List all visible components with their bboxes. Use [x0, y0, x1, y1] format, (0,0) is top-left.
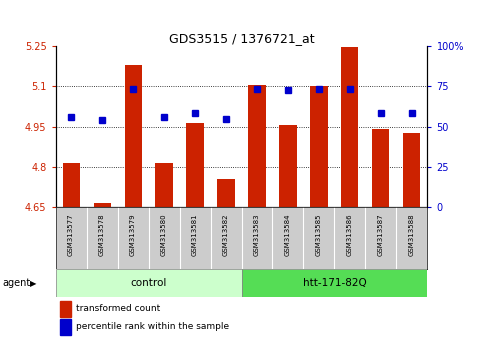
Bar: [372, 129, 389, 207]
Bar: [62, 163, 80, 207]
Bar: [56, 269, 242, 297]
Title: GDS3515 / 1376721_at: GDS3515 / 1376721_at: [169, 32, 314, 45]
Text: GSM313583: GSM313583: [254, 214, 260, 256]
Bar: [248, 85, 266, 207]
Text: htt-171-82Q: htt-171-82Q: [303, 278, 366, 288]
Text: GSM313584: GSM313584: [285, 214, 291, 256]
Text: GSM313582: GSM313582: [223, 214, 229, 256]
Text: GSM313578: GSM313578: [99, 214, 105, 256]
Text: transformed count: transformed count: [76, 304, 160, 313]
Text: GSM313588: GSM313588: [409, 214, 415, 256]
Bar: [217, 179, 235, 207]
Text: GSM313587: GSM313587: [378, 214, 384, 256]
Bar: [403, 133, 421, 207]
Text: GSM313581: GSM313581: [192, 214, 198, 256]
Text: percentile rank within the sample: percentile rank within the sample: [76, 322, 229, 331]
Bar: [125, 65, 142, 207]
Bar: [94, 203, 111, 207]
Text: control: control: [130, 278, 167, 288]
Text: agent: agent: [2, 278, 30, 288]
Text: GSM313586: GSM313586: [347, 214, 353, 256]
Text: GSM313585: GSM313585: [316, 214, 322, 256]
Text: ▶: ▶: [30, 279, 36, 288]
Text: GSM313580: GSM313580: [161, 214, 167, 256]
Bar: [311, 86, 327, 207]
Bar: [156, 163, 172, 207]
Bar: [341, 47, 358, 207]
Bar: [186, 122, 203, 207]
Bar: [280, 125, 297, 207]
Bar: [242, 269, 427, 297]
Text: GSM313577: GSM313577: [68, 214, 74, 256]
Text: GSM313579: GSM313579: [130, 214, 136, 256]
